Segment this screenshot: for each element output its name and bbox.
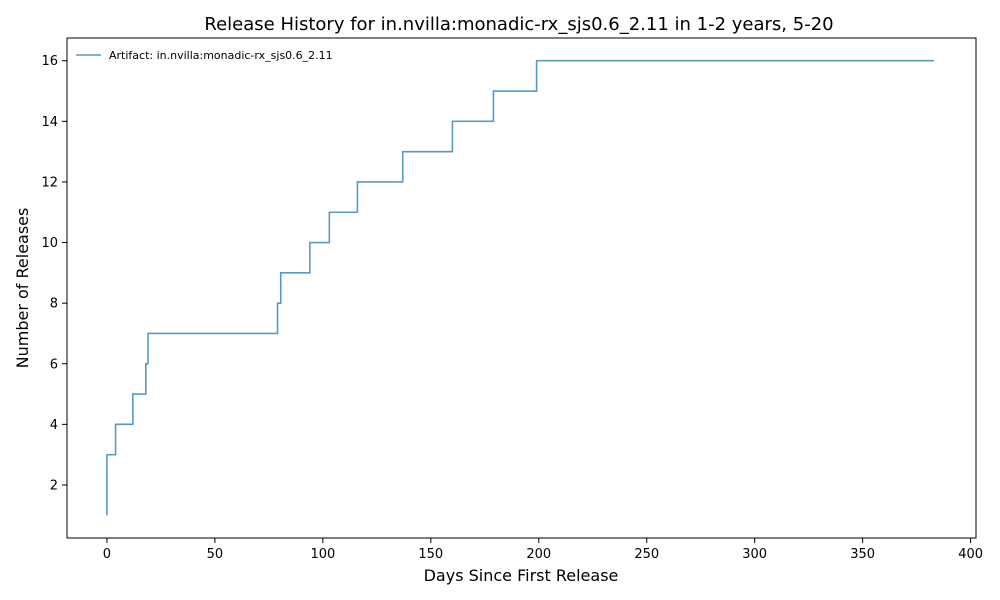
y-axis-label: Number of Releases (13, 208, 32, 369)
y-tick-label: 2 (50, 478, 58, 493)
x-axis-label: Days Since First Release (424, 566, 619, 585)
y-tick-label: 16 (41, 54, 58, 69)
series-line (106, 59, 934, 516)
x-tick-label: 0 (103, 547, 111, 562)
y-tick-label: 4 (50, 418, 58, 433)
x-tick-label: 150 (418, 547, 443, 562)
x-tick-label: 200 (526, 547, 551, 562)
x-axis: 0 50 100 150 200 250 300 350 400 (103, 538, 983, 562)
x-tick-label: 350 (850, 547, 875, 562)
legend-label: Artifact: in.nvilla:monadic-rx_sjs0.6_2.… (109, 49, 333, 62)
y-axis: 2 4 6 8 10 12 14 16 (41, 54, 67, 493)
x-tick-label: 300 (742, 547, 767, 562)
x-tick-label: 400 (958, 547, 983, 562)
y-tick-label: 10 (41, 236, 58, 251)
y-tick-label: 14 (41, 115, 58, 130)
y-tick-label: 6 (50, 357, 58, 372)
y-tick-label: 8 (50, 297, 58, 312)
plot-frame (66, 37, 977, 539)
chart-title: Release History for in.nvilla:monadic-rx… (204, 14, 833, 35)
x-tick-label: 100 (310, 547, 335, 562)
x-tick-label: 250 (634, 547, 659, 562)
x-tick-label: 50 (207, 547, 224, 562)
legend: Artifact: in.nvilla:monadic-rx_sjs0.6_2.… (76, 49, 333, 62)
y-tick-label: 12 (41, 175, 58, 190)
